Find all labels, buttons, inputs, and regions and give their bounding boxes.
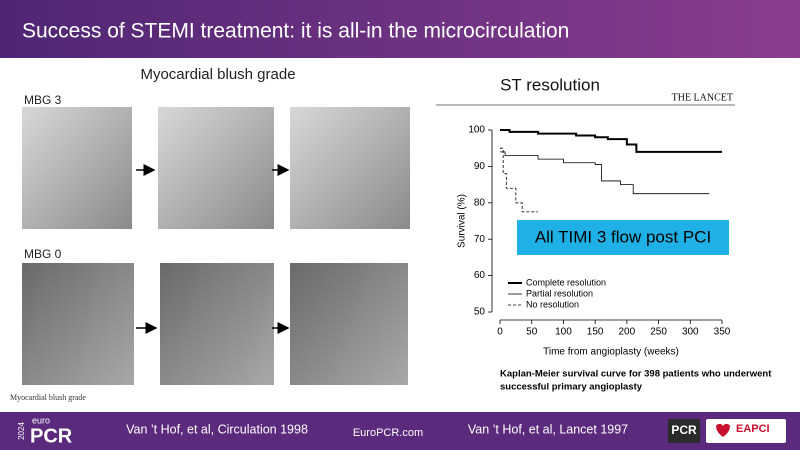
footer-bar (0, 412, 800, 450)
slide-title: Success of STEMI treatment: it is all-in… (22, 20, 569, 43)
y-tick-label: 80 (474, 197, 486, 208)
x-axis-label: Time from angioplasty (weeks) (543, 347, 679, 358)
angiogram (158, 107, 274, 229)
eapci: EAPCI (736, 423, 770, 435)
angiogram-row (22, 107, 410, 229)
heart-icon (716, 423, 730, 437)
website: EuroPCR.com (353, 427, 423, 439)
y-tick-label: 90 (474, 161, 486, 172)
survival-curve (500, 147, 539, 213)
legend-label: Complete resolution (526, 277, 606, 287)
badge-box (668, 419, 700, 443)
y-tick-label: 70 (474, 234, 486, 245)
callout-text: All TIMI 3 flow post PCI (535, 227, 711, 246)
header-bar (0, 0, 800, 58)
x-tick-label: 300 (682, 327, 699, 338)
survival-chart: 50 60 70 80 90 100 0 50 100 150 200 250 300 350 Time f… (457, 125, 731, 358)
angiogram (22, 263, 134, 385)
angiogram-row (22, 263, 408, 385)
survival-curve (500, 129, 722, 153)
legend-label: No resolution (526, 299, 579, 309)
angiogram (22, 107, 132, 229)
y-tick-label: 100 (468, 125, 485, 136)
angiogram (160, 263, 274, 385)
reference: Van ’t Hof, et al, Lancet 1997 (468, 422, 628, 436)
angiogram (290, 107, 410, 229)
angiogram (290, 263, 408, 385)
y-tick-label: 50 (474, 307, 486, 318)
badge: PCR (671, 423, 697, 437)
grade-label: MBG 0 (24, 247, 62, 261)
reference: Van ’t Hof, et al, Circulation 1998 (126, 422, 308, 436)
figure-caption: successful primary angioplasty (500, 382, 643, 393)
callout-box (517, 220, 729, 255)
x-tick-label: 50 (526, 327, 538, 338)
x-tick-label: 150 (587, 327, 604, 338)
logo-small: euro (32, 415, 50, 425)
x-tick-label: 0 (497, 327, 503, 338)
x-tick-label: 350 (714, 327, 731, 338)
legend-label: Partial resolution (526, 288, 593, 298)
logo: PCR (30, 425, 73, 447)
x-tick-label: 100 (555, 327, 572, 338)
y-axis-label: Survival (%) (457, 194, 468, 248)
panel-title: ST resolution (500, 75, 600, 94)
survival-curve (500, 151, 710, 195)
figure-caption: Kaplan-Meier survival curve for 398 pati… (500, 369, 772, 380)
image-caption: Myocardial blush grade (10, 393, 86, 402)
journal-name: THE LANCET (672, 92, 733, 103)
grade-label: MBG 3 (24, 93, 62, 107)
panel-title: Myocardial blush grade (140, 66, 295, 83)
logo-year: 2024 (17, 422, 26, 440)
x-tick-label: 250 (650, 327, 667, 338)
x-tick-label: 200 (619, 327, 636, 338)
y-tick-label: 60 (474, 270, 486, 281)
